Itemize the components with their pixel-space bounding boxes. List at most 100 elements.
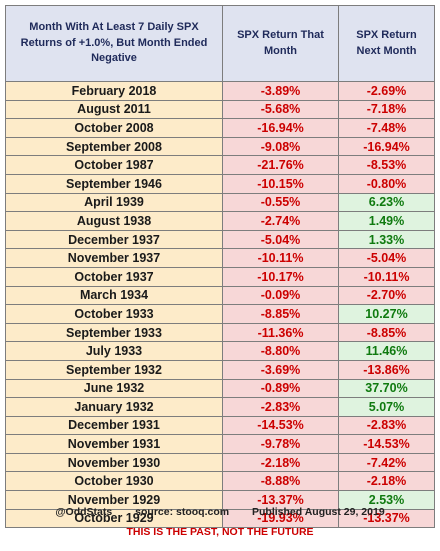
return-that-month-cell: -21.76% <box>222 155 339 175</box>
return-next-month-cell: -7.48% <box>338 118 435 138</box>
return-that-month-cell: -2.83% <box>222 397 339 417</box>
header-return-that-month: SPX Return That Month <box>222 5 339 82</box>
return-that-month-cell: -0.89% <box>222 378 339 399</box>
month-cell: October 1987 <box>5 155 223 175</box>
table-row: November 1937 -10.11% -5.04% <box>5 248 435 268</box>
return-next-month-cell: 2.53% <box>338 490 435 510</box>
return-that-month-cell: -5.68% <box>222 99 339 120</box>
return-that-month-cell: -14.53% <box>222 415 339 436</box>
month-cell: March 1934 <box>5 285 223 306</box>
footer-source: source: stooq.com <box>135 506 230 518</box>
month-cell: September 1946 <box>5 173 223 194</box>
return-next-month-cell: -7.42% <box>338 452 435 473</box>
table-row: November 1931 -9.78% -14.53% <box>5 434 435 454</box>
return-next-month-cell: -2.69% <box>338 81 435 101</box>
table-row: October 1937 -10.17% -10.11% <box>5 266 435 287</box>
month-cell: November 1929 <box>5 490 223 510</box>
table-row: October 1930 -8.88% -2.18% <box>5 471 435 492</box>
table-row: August 2011 -5.68% -7.18% <box>5 99 435 120</box>
month-cell: October 2008 <box>5 118 223 138</box>
table-row: October 2008 -16.94% -7.48% <box>5 118 435 138</box>
table-row: December 1931 -14.53% -2.83% <box>5 415 435 436</box>
table-row: April 1939 -0.55% 6.23% <box>5 192 435 213</box>
month-cell: August 1938 <box>5 211 223 231</box>
table-row: January 1932 -2.83% 5.07% <box>5 397 435 417</box>
return-that-month-cell: -5.04% <box>222 229 339 250</box>
return-that-month-cell: -10.15% <box>222 173 339 194</box>
footer: @OddStats source: stooq.com Published Au… <box>0 506 440 518</box>
return-next-month-cell: -13.86% <box>338 359 435 380</box>
month-cell: September 2008 <box>5 136 223 157</box>
month-cell: October 1930 <box>5 471 223 492</box>
returns-table: Month With At Least 7 Daily SPX Returns … <box>5 5 435 529</box>
return-that-month-cell: -0.09% <box>222 285 339 306</box>
return-next-month-cell: -14.53% <box>338 434 435 454</box>
table-row: November 1929 -13.37% 2.53% <box>5 490 435 510</box>
month-cell: April 1939 <box>5 192 223 213</box>
return-next-month-cell: -8.85% <box>338 322 435 343</box>
return-that-month-cell: -2.18% <box>222 452 339 473</box>
month-cell: October 1933 <box>5 304 223 324</box>
return-that-month-cell: -8.85% <box>222 304 339 324</box>
return-that-month-cell: -8.80% <box>222 341 339 361</box>
return-next-month-cell: 5.07% <box>338 397 435 417</box>
month-cell: September 1933 <box>5 322 223 343</box>
table-row: June 1932 -0.89% 37.70% <box>5 378 435 399</box>
return-that-month-cell: -9.08% <box>222 136 339 157</box>
return-that-month-cell: -10.11% <box>222 248 339 268</box>
return-next-month-cell: -2.70% <box>338 285 435 306</box>
return-that-month-cell: -2.74% <box>222 211 339 231</box>
month-cell: February 2018 <box>5 81 223 101</box>
header-return-next-month: SPX Return Next Month <box>338 5 435 82</box>
footer-handle: @OddStats <box>55 506 113 518</box>
month-cell: September 1932 <box>5 359 223 380</box>
return-that-month-cell: -0.55% <box>222 192 339 213</box>
return-next-month-cell: 1.49% <box>338 211 435 231</box>
return-next-month-cell: -5.04% <box>338 248 435 268</box>
month-cell: October 1929 <box>5 508 223 529</box>
return-next-month-cell: 11.46% <box>338 341 435 361</box>
month-cell: November 1937 <box>5 248 223 268</box>
month-cell: January 1932 <box>5 397 223 417</box>
table-body: February 2018 -3.89% -2.69% August 2011 -5.6… <box>5 81 435 529</box>
table-row: September 1946 -10.15% -0.80% <box>5 173 435 194</box>
return-next-month-cell: -2.83% <box>338 415 435 436</box>
month-cell: October 1937 <box>5 266 223 287</box>
table-row: July 1933 -8.80% 11.46% <box>5 341 435 361</box>
table-row: September 1932 -3.69% -13.86% <box>5 359 435 380</box>
header-month: Month With At Least 7 Daily SPX Returns … <box>5 5 223 82</box>
header-row: Month With At Least 7 Daily SPX Returns … <box>5 5 435 82</box>
return-next-month-cell: -10.11% <box>338 266 435 287</box>
return-next-month-cell: 37.70% <box>338 378 435 399</box>
footer-published: Published August 29, 2019 <box>252 506 385 518</box>
table-row: October 1987 -21.76% -8.53% <box>5 155 435 175</box>
return-next-month-cell: -7.18% <box>338 99 435 120</box>
return-that-month-cell: -13.37% <box>222 490 339 510</box>
return-next-month-cell: 1.33% <box>338 229 435 250</box>
return-next-month-cell: 6.23% <box>338 192 435 213</box>
table-row: February 2018 -3.89% -2.69% <box>5 81 435 101</box>
return-next-month-cell: -13.37% <box>338 508 435 529</box>
month-cell: July 1933 <box>5 341 223 361</box>
month-cell: June 1932 <box>5 378 223 399</box>
return-next-month-cell: -8.53% <box>338 155 435 175</box>
table-row: November 1930 -2.18% -7.42% <box>5 452 435 473</box>
return-next-month-cell: -16.94% <box>338 136 435 157</box>
month-cell: December 1937 <box>5 229 223 250</box>
return-that-month-cell: -3.69% <box>222 359 339 380</box>
return-that-month-cell: -8.88% <box>222 471 339 492</box>
return-that-month-cell: -19.93% <box>222 508 339 529</box>
month-cell: November 1931 <box>5 434 223 454</box>
return-that-month-cell: -16.94% <box>222 118 339 138</box>
table-row: September 1933 -11.36% -8.85% <box>5 322 435 343</box>
return-that-month-cell: -10.17% <box>222 266 339 287</box>
return-next-month-cell: -2.18% <box>338 471 435 492</box>
month-cell: August 2011 <box>5 99 223 120</box>
month-cell: December 1931 <box>5 415 223 436</box>
return-that-month-cell: -3.89% <box>222 81 339 101</box>
table-row: October 1929 -19.93% -13.37% <box>5 508 435 529</box>
return-next-month-cell: -0.80% <box>338 173 435 194</box>
table-row: March 1934 -0.09% -2.70% <box>5 285 435 306</box>
table-row: August 1938 -2.74% 1.49% <box>5 211 435 231</box>
return-that-month-cell: -11.36% <box>222 322 339 343</box>
